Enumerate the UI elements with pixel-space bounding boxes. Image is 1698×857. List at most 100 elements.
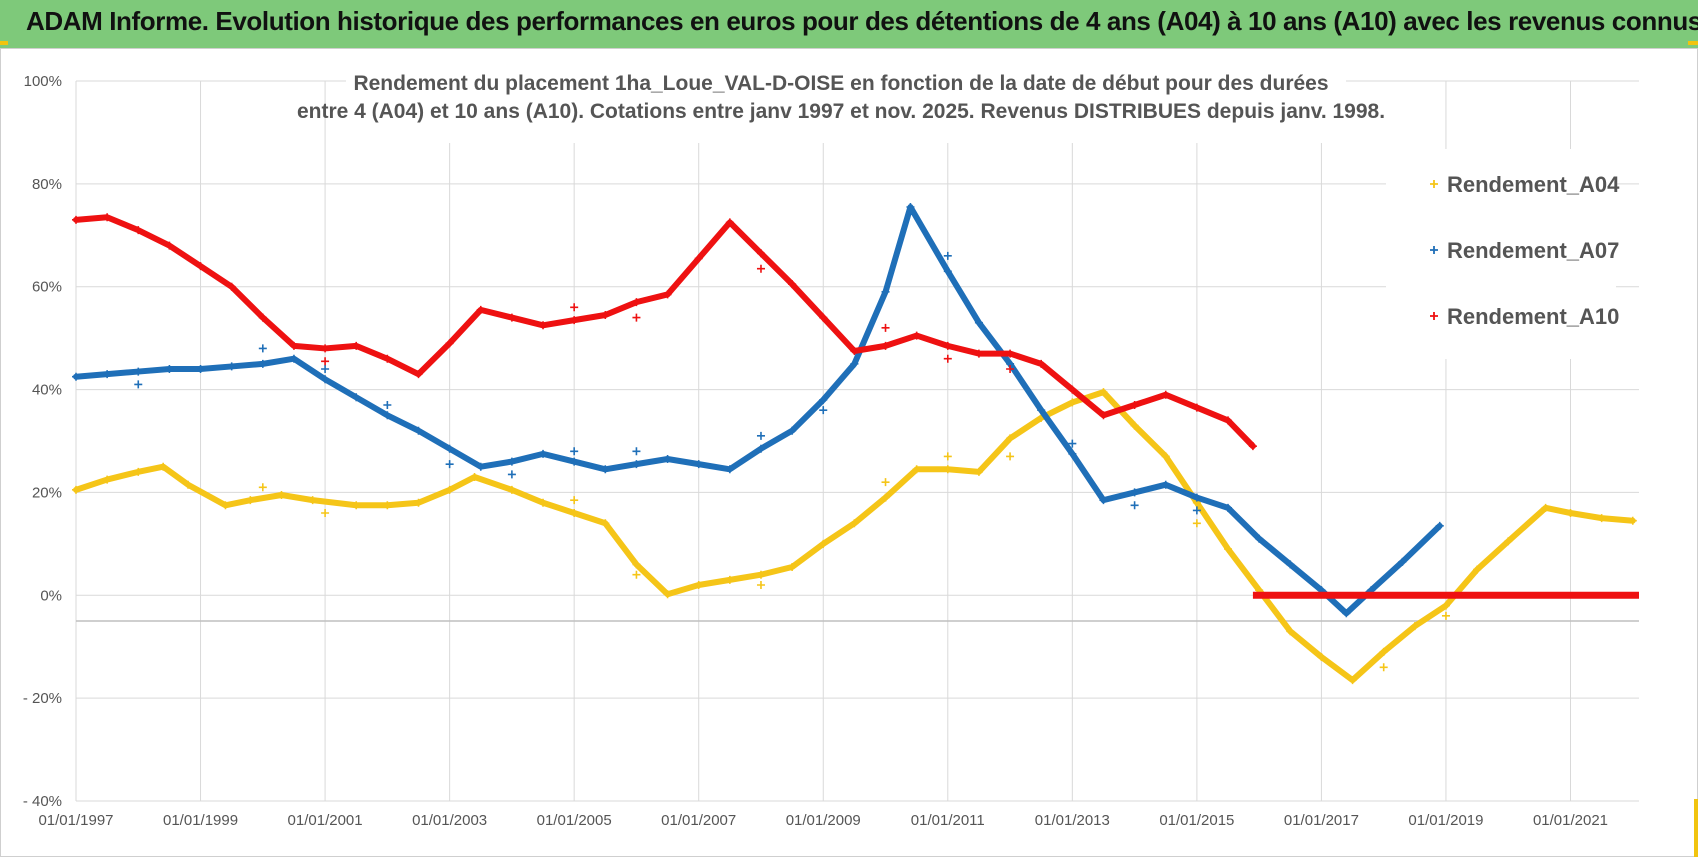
data-point	[663, 290, 672, 299]
data-point	[788, 426, 797, 435]
data-point	[476, 305, 485, 314]
data-point	[601, 311, 610, 319]
outlier-point	[756, 581, 765, 589]
data-point	[1192, 493, 1201, 502]
data-point	[906, 203, 915, 211]
data-point	[507, 485, 516, 494]
data-point	[1398, 557, 1407, 566]
outlier-point	[632, 447, 641, 456]
data-point	[445, 339, 454, 348]
series	[72, 203, 1639, 685]
data-point	[1068, 449, 1077, 458]
data-point	[1130, 488, 1139, 497]
data-point	[1224, 503, 1233, 512]
data-point	[881, 493, 890, 502]
x-tick-label: 01/01/1999	[163, 812, 238, 829]
x-tick-label: 01/01/2019	[1408, 812, 1483, 829]
data-point	[1161, 480, 1170, 489]
outlier-point	[1192, 519, 1201, 528]
data-point	[694, 460, 703, 469]
x-tick-label: 01/01/2011	[911, 812, 985, 829]
data-point	[184, 480, 193, 489]
data-point	[1037, 359, 1046, 368]
data-point	[221, 501, 230, 510]
data-point	[289, 354, 298, 363]
legend-label: Rendement_A07	[1447, 238, 1619, 263]
x-tick-label: 01/01/2005	[537, 812, 612, 829]
data-point	[850, 359, 859, 368]
data-point	[632, 560, 641, 569]
data-point	[819, 539, 828, 548]
x-tick-label: 01/01/2013	[1035, 812, 1110, 829]
series-rendement-a04	[72, 388, 1637, 685]
data-point	[1037, 406, 1046, 415]
data-point	[1473, 565, 1482, 574]
data-point	[539, 449, 548, 458]
outlier-point	[321, 365, 330, 373]
outlier-point	[632, 313, 641, 322]
y-tick-label: 80%	[32, 176, 62, 193]
x-tick-label: 01/01/2015	[1159, 812, 1234, 829]
y-tick-label: - 40%	[23, 793, 62, 810]
outlier-point	[570, 496, 579, 505]
data-point	[1068, 385, 1077, 394]
data-point	[246, 496, 255, 505]
header-title: ADAM Informe. Evolution historique des p…	[0, 0, 1698, 48]
outlier-point	[445, 460, 454, 469]
data-point	[1286, 627, 1295, 636]
x-tick-label: 01/01/2001	[288, 812, 363, 829]
data-point	[725, 218, 734, 227]
legend-marker	[1430, 180, 1438, 188]
y-tick-label: 0%	[40, 587, 62, 604]
data-point	[258, 313, 267, 322]
data-point	[165, 365, 174, 373]
data-point	[912, 331, 921, 340]
data-point	[196, 262, 205, 271]
legend-label: Rendement_A04	[1447, 172, 1620, 197]
data-point	[570, 316, 579, 325]
outlier-point	[570, 447, 579, 456]
outlier-point	[819, 406, 828, 415]
data-point	[227, 282, 236, 291]
data-point	[72, 485, 80, 494]
data-point	[383, 354, 392, 363]
outlier-point	[943, 452, 952, 461]
data-point	[694, 581, 703, 589]
data-point	[1006, 349, 1015, 358]
data-point	[1130, 401, 1139, 409]
data-point	[1224, 416, 1233, 425]
data-point	[134, 467, 143, 476]
data-point	[1255, 534, 1264, 543]
data-point	[159, 462, 168, 471]
data-point	[601, 519, 610, 528]
outlier-point	[321, 509, 330, 517]
data-point	[1130, 421, 1139, 430]
outlier-point	[1006, 365, 1015, 373]
data-point	[539, 498, 548, 507]
data-point	[1342, 609, 1351, 618]
data-point	[1192, 403, 1201, 412]
data-point	[352, 341, 361, 350]
outlier-point	[1192, 506, 1201, 515]
data-point	[1161, 452, 1170, 461]
outlier-point	[258, 344, 267, 353]
outlier-point	[881, 323, 890, 332]
y-tick-label: 40%	[32, 382, 62, 399]
data-point	[850, 347, 859, 355]
data-point	[470, 473, 479, 481]
data-point	[725, 465, 734, 474]
x-tick-label: 01/01/1997	[38, 812, 113, 829]
data-point	[103, 370, 112, 379]
data-point	[383, 501, 392, 510]
data-point	[1006, 434, 1015, 443]
data-point	[756, 570, 765, 579]
data-point	[1541, 503, 1550, 512]
data-point	[881, 287, 890, 296]
corner-accent-top-right	[1688, 41, 1698, 45]
data-point	[383, 411, 392, 420]
data-point	[196, 365, 205, 373]
outlier-point	[134, 380, 143, 389]
data-point	[788, 280, 797, 289]
outlier-point	[321, 357, 330, 366]
data-point	[570, 509, 579, 517]
